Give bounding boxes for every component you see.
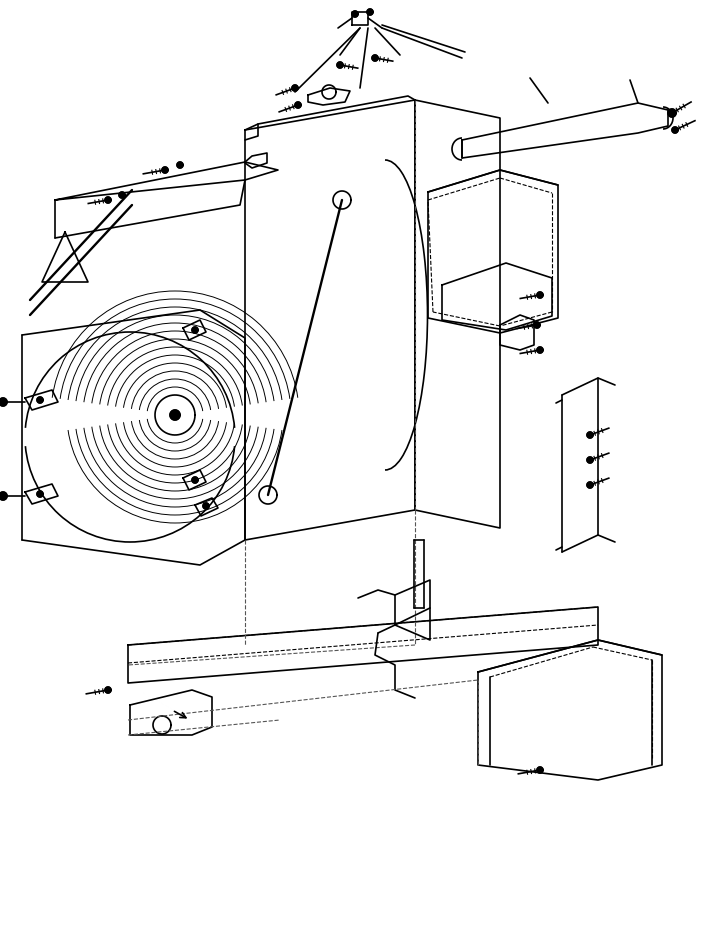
Polygon shape (0, 492, 7, 500)
Polygon shape (537, 292, 543, 298)
Polygon shape (537, 347, 543, 353)
Polygon shape (105, 687, 111, 693)
Polygon shape (352, 11, 358, 17)
Polygon shape (37, 397, 43, 403)
Polygon shape (668, 109, 676, 117)
Polygon shape (537, 767, 543, 773)
Polygon shape (587, 432, 593, 438)
Polygon shape (295, 102, 301, 108)
Polygon shape (587, 457, 593, 463)
Polygon shape (372, 55, 378, 61)
Polygon shape (170, 410, 180, 420)
Polygon shape (672, 127, 678, 133)
Polygon shape (337, 62, 343, 68)
Polygon shape (367, 9, 373, 15)
Polygon shape (534, 322, 540, 328)
Polygon shape (119, 192, 125, 198)
Polygon shape (192, 327, 198, 333)
Polygon shape (292, 85, 298, 91)
Polygon shape (177, 162, 183, 168)
Polygon shape (37, 491, 43, 497)
Polygon shape (0, 398, 7, 406)
Polygon shape (587, 482, 593, 488)
Polygon shape (192, 477, 198, 483)
Polygon shape (203, 503, 209, 509)
Polygon shape (105, 197, 111, 203)
Polygon shape (162, 167, 168, 173)
